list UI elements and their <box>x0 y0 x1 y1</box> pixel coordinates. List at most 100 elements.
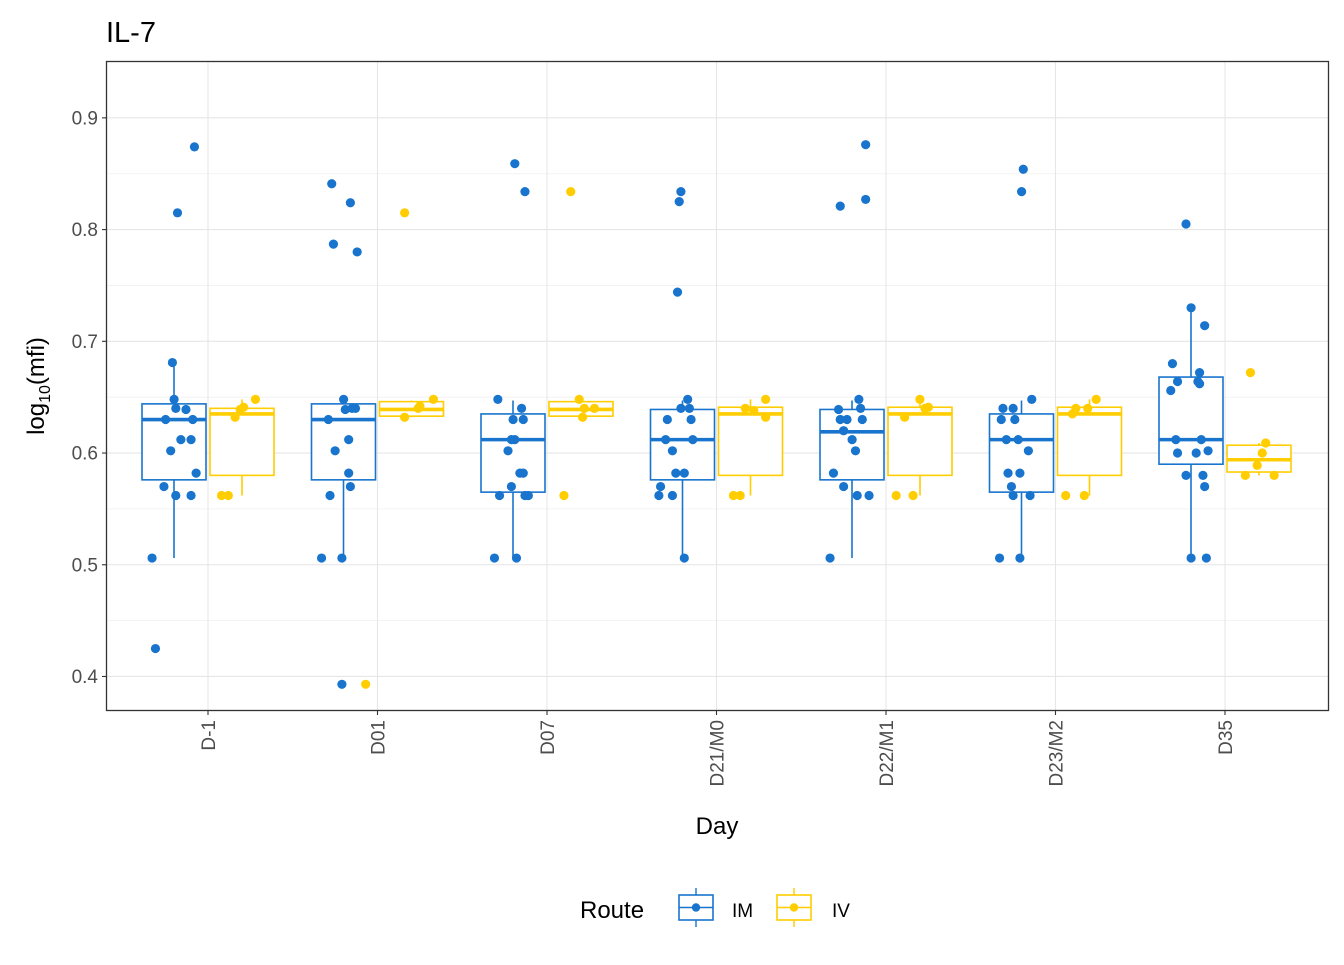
data-point-im <box>1008 403 1018 413</box>
data-point-iv <box>574 394 584 405</box>
boxplot-im <box>819 400 885 559</box>
data-point-im <box>493 394 503 405</box>
grid-lines <box>107 62 1328 710</box>
data-point-im <box>330 446 340 456</box>
data-point-im <box>674 197 684 207</box>
data-point-im <box>337 679 347 689</box>
data-point-im <box>855 403 866 413</box>
box <box>480 413 546 493</box>
data-point-im <box>503 446 513 456</box>
data-point-im <box>1013 435 1023 445</box>
data-point-im <box>344 435 354 445</box>
data-point-im <box>171 490 181 501</box>
data-point-im <box>520 187 530 197</box>
data-point-im <box>835 201 845 211</box>
data-point-iv <box>891 490 901 501</box>
panel-border <box>105 60 1330 712</box>
data-point-im <box>489 553 500 563</box>
data-point-iv <box>559 490 569 501</box>
data-point-im <box>1181 219 1191 229</box>
data-point-iv <box>1061 490 1071 501</box>
data-point-im <box>828 468 839 478</box>
data-point-im <box>672 287 683 297</box>
y-tick-label: 0.6 <box>72 444 98 465</box>
data-point-iv <box>579 403 589 413</box>
y-tick-label: 0.8 <box>72 220 98 241</box>
data-point-im <box>1203 446 1213 456</box>
data-point-iv <box>915 394 925 405</box>
data-point-iv <box>1252 460 1262 470</box>
data-point-iv <box>216 490 227 501</box>
legend-label-im: IM <box>732 901 753 922</box>
data-point-im <box>857 414 867 425</box>
data-point-im <box>181 404 191 415</box>
x-tick-label: D01 <box>369 720 390 755</box>
boxplot-im <box>649 400 716 559</box>
data-point-im <box>518 414 528 425</box>
data-point-im <box>996 414 1006 425</box>
y-tick-label: 0.7 <box>72 332 98 353</box>
data-point-im <box>188 414 198 425</box>
data-point-im <box>510 159 520 169</box>
x-tick-label: D35 <box>1216 720 1237 755</box>
boxplot-iv <box>1226 442 1292 476</box>
boxplot-im <box>480 400 546 559</box>
data-point-im <box>833 404 844 415</box>
data-point-im <box>161 414 171 425</box>
data-point-im <box>671 468 681 478</box>
data-point-iv <box>1257 448 1267 458</box>
data-point-iv <box>761 412 771 422</box>
data-point-im <box>1198 470 1208 480</box>
y-axis-label: log10(mfi) <box>23 337 54 435</box>
data-point-im <box>861 194 871 205</box>
data-point-im <box>1181 470 1191 480</box>
data-point-iv <box>735 490 745 501</box>
data-point-im <box>839 481 849 492</box>
data-point-im <box>852 490 862 501</box>
data-point-iv <box>250 394 261 405</box>
boxplot-im <box>310 400 377 559</box>
data-point-iv <box>400 208 410 218</box>
data-point-iv <box>589 403 600 413</box>
data-point-iv <box>761 394 771 405</box>
data-point-im <box>864 490 874 501</box>
data-point-iv <box>749 405 759 416</box>
box <box>649 408 716 481</box>
data-point-iv <box>728 490 739 501</box>
data-point-iv <box>908 490 918 501</box>
box <box>717 406 784 477</box>
x-axis-label: Day <box>696 813 739 840</box>
y-axis-label-tail: (mfi) <box>23 337 50 385</box>
data-point-im <box>191 468 201 478</box>
data-point-im <box>998 403 1008 413</box>
data-point-iv <box>923 402 933 412</box>
y-axis-label-base: log <box>23 403 50 435</box>
data-point-im <box>323 414 333 425</box>
boxplot-iv <box>209 399 275 496</box>
data-point-im <box>523 490 533 501</box>
data-point-iv <box>230 412 240 422</box>
y-axis-label-subscript: 10 <box>37 385 54 403</box>
data-point-im <box>186 490 196 501</box>
data-point-im <box>350 403 361 413</box>
y-tick-label: 0.9 <box>72 108 98 129</box>
data-point-iv <box>1269 470 1279 480</box>
data-point-im <box>1027 394 1037 405</box>
box <box>819 408 885 481</box>
data-point-im <box>1194 379 1205 389</box>
data-point-im <box>839 426 849 436</box>
data-point-im <box>1201 553 1211 563</box>
data-point-im <box>340 404 350 415</box>
data-point-im <box>147 553 157 563</box>
data-point-iv <box>1079 490 1089 501</box>
data-point-im <box>1194 367 1205 378</box>
data-point-im <box>679 468 689 478</box>
data-point-im <box>1003 468 1013 478</box>
data-point-im <box>1015 553 1025 563</box>
boxplot-im <box>141 362 207 559</box>
box <box>209 407 275 477</box>
y-tick-label: 0.5 <box>72 555 98 576</box>
data-point-im <box>516 403 527 413</box>
box <box>310 403 377 481</box>
